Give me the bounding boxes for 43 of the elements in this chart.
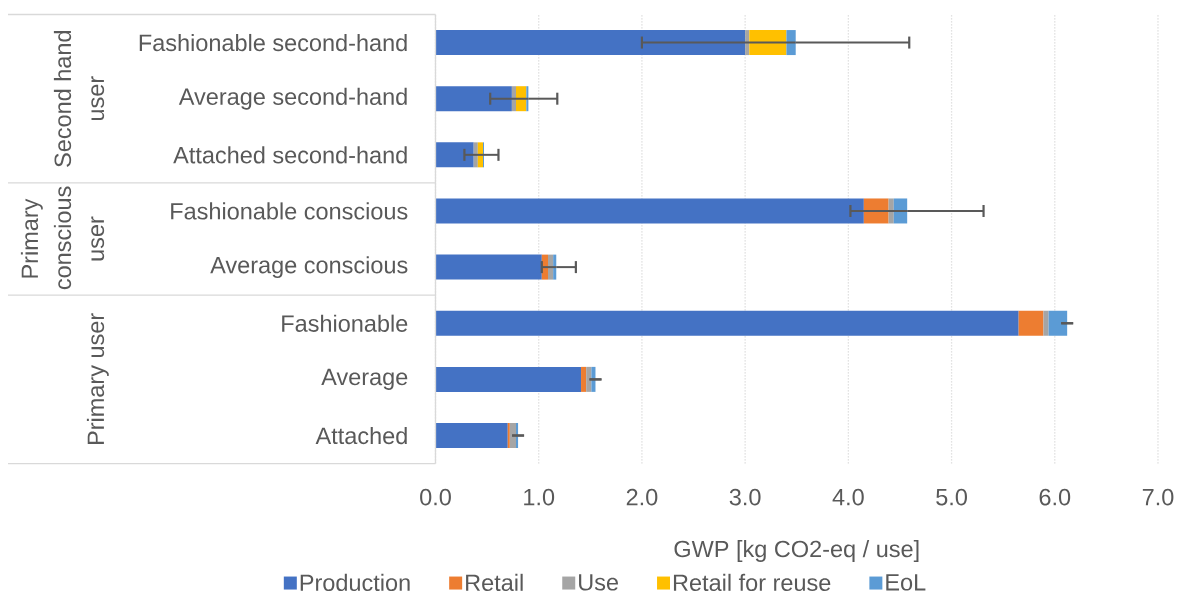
bar xyxy=(553,254,557,280)
legend-label: EoL xyxy=(886,574,926,591)
bar xyxy=(1018,310,1044,336)
y-tick-label: Attached second-hand xyxy=(173,146,407,164)
bar xyxy=(435,142,474,168)
bar xyxy=(435,366,582,392)
bar xyxy=(435,198,864,224)
bar xyxy=(1043,310,1049,336)
bar xyxy=(749,30,787,56)
y-tick-label: Average second-hand xyxy=(178,87,407,110)
bar xyxy=(435,30,746,56)
x-tick-label: 3.0 xyxy=(729,488,761,506)
legend-label: Retail xyxy=(466,573,523,592)
bar xyxy=(435,423,508,449)
legend-label: Retail for reuse xyxy=(673,573,831,592)
text: Primary user xyxy=(86,313,109,445)
x-tick-label: 6.0 xyxy=(1039,488,1071,506)
text: Primary conscious user xyxy=(20,186,105,290)
text: Second hand user xyxy=(53,31,105,167)
bar xyxy=(581,366,587,392)
bar xyxy=(435,86,512,112)
x-tick-label: 0.0 xyxy=(420,488,451,506)
bar xyxy=(786,30,796,56)
bar xyxy=(507,423,510,449)
y-tick-label: Fashionable conscious xyxy=(171,202,408,220)
bar xyxy=(863,198,889,224)
y-tick-label: Attached xyxy=(315,426,407,445)
bar xyxy=(435,310,1019,336)
y-tick-label: Average xyxy=(321,368,408,390)
x-axis-title: GWP [kg CO2-eq / use] xyxy=(674,540,919,562)
legend-label: Production xyxy=(300,573,410,592)
y-tick-label: Fashionable second-hand xyxy=(139,33,407,52)
x-tick-label: 2.0 xyxy=(626,488,658,506)
bar xyxy=(586,366,592,392)
legend-label: Use xyxy=(579,574,618,591)
y-tick-label: Average conscious xyxy=(210,256,408,279)
x-tick-label: 4.0 xyxy=(832,488,864,506)
x-tick-label: 7.0 xyxy=(1142,488,1174,506)
bar xyxy=(435,254,542,280)
x-tick-label: 1.0 xyxy=(524,488,555,506)
x-tick-label: 5.0 xyxy=(936,488,967,506)
bar xyxy=(1048,310,1068,336)
y-tick-label: Fashionable xyxy=(282,314,408,332)
